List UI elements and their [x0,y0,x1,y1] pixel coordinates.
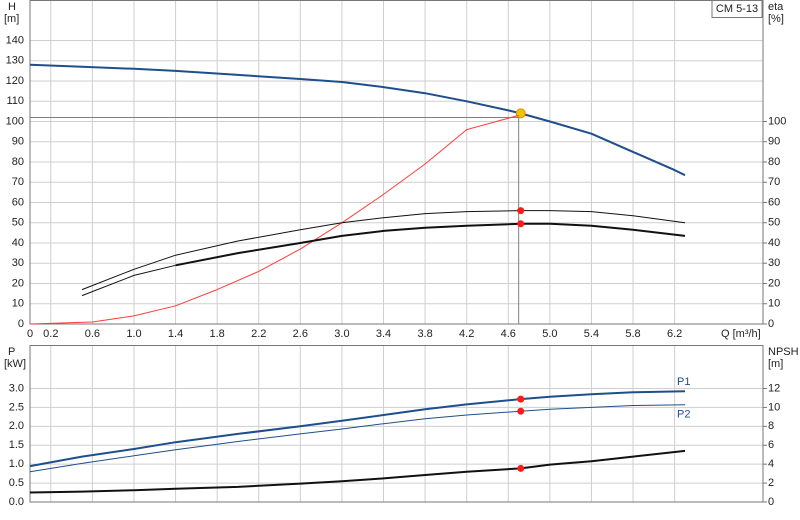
x-tick-label: 3.0 [334,328,349,340]
y-tick-label: 1.0 [9,458,24,470]
y-tick-label: 90 [12,136,24,148]
y2-tick-label: 0 [768,318,774,330]
x-tick-label: 1.8 [210,328,225,340]
y-tick-label: 2.0 [9,420,24,432]
curve [81,210,686,291]
y-tick-label: 20 [12,277,24,289]
y2-tick-label: 2 [768,477,774,489]
series-label: P2 [677,409,690,421]
legend-box [711,0,763,18]
y-tick-label: 30 [12,257,24,269]
curve [175,222,686,267]
y-tick-label: 0 [18,318,24,330]
y2-axis-unit: [m] [768,358,783,370]
plot-frame [29,345,764,503]
x-axis-label: Q [m³/h] [721,328,761,340]
y2-tick-label: 70 [768,176,780,188]
x-tick-label: 2.6 [293,328,308,340]
y-tick-label: 10 [12,298,24,310]
y2-tick-label: 8 [768,420,774,432]
y-tick-label: 110 [6,95,24,107]
y-tick-label: 0.0 [9,496,24,508]
y2-tick-label: 50 [768,217,780,229]
y-tick-label: 60 [12,196,24,208]
y2-tick-label: 100 [768,115,786,127]
x-tick-label: 0 [27,328,33,340]
y-tick-label: 140 [6,34,24,46]
x-tick-label: 6.2 [667,328,682,340]
x-tick-label: 2.2 [251,328,266,340]
y2-axis-label: eta [768,1,784,13]
curve [29,449,686,494]
y-tick-label: 80 [12,156,24,168]
x-tick-label: 0.2 [43,328,58,340]
y-tick-label: 70 [12,176,24,188]
y-axis-unit: [m] [4,13,19,25]
y2-tick-label: 4 [768,458,774,470]
y2-tick-label: 6 [768,439,774,451]
x-tick-label: 5.0 [542,328,557,340]
x-tick-label: 0.6 [85,328,100,340]
series-label: P1 [677,376,690,388]
y2-axis-unit: [%] [768,13,784,25]
legend-text: CM 5-13 [716,3,758,15]
y-tick-label: 130 [6,55,24,67]
y-tick-label: 2.5 [9,401,24,413]
y-tick-label: 120 [6,75,24,87]
plot-frame [29,0,764,325]
y-tick-label: 50 [12,217,24,229]
x-tick-label: 4.6 [501,328,516,340]
y-axis-label: H [8,1,16,13]
y-tick-label: 0.5 [9,477,24,489]
y2-tick-label: 10 [768,298,780,310]
operating-point [517,407,525,415]
operating-point [515,108,526,119]
x-tick-label: 3.4 [376,328,391,340]
y2-axis-label: NPSH [768,346,799,358]
y2-tick-label: 10 [768,401,780,413]
curve [29,404,686,473]
x-tick-label: 1.4 [168,328,183,340]
operating-point [517,395,525,403]
y2-tick-label: 30 [768,257,780,269]
x-tick-label: 4.2 [459,328,474,340]
y-axis-label: P [8,346,15,358]
y-tick-label: 3.0 [9,382,24,394]
y-tick-label: 40 [12,237,24,249]
curve [81,264,176,297]
y2-tick-label: 12 [768,382,780,394]
y2-tick-label: 20 [768,277,780,289]
curve [29,63,686,177]
y2-tick-label: 40 [768,237,780,249]
operating-point [517,207,525,215]
operating-point [517,220,525,228]
y-axis-unit: [kW] [4,358,26,370]
y2-tick-label: 80 [768,156,780,168]
x-tick-label: 5.8 [625,328,640,340]
y-tick-label: 1.5 [9,439,24,451]
operating-point [517,464,525,472]
y-tick-label: 100 [6,115,24,127]
curve [29,390,686,468]
y2-tick-label: 60 [768,196,780,208]
y2-tick-label: 0 [768,496,774,508]
y2-tick-label: 90 [768,136,780,148]
x-tick-label: 5.4 [584,328,599,340]
x-tick-label: 3.8 [417,328,432,340]
curve [29,114,519,325]
x-tick-label: 1.0 [126,328,141,340]
